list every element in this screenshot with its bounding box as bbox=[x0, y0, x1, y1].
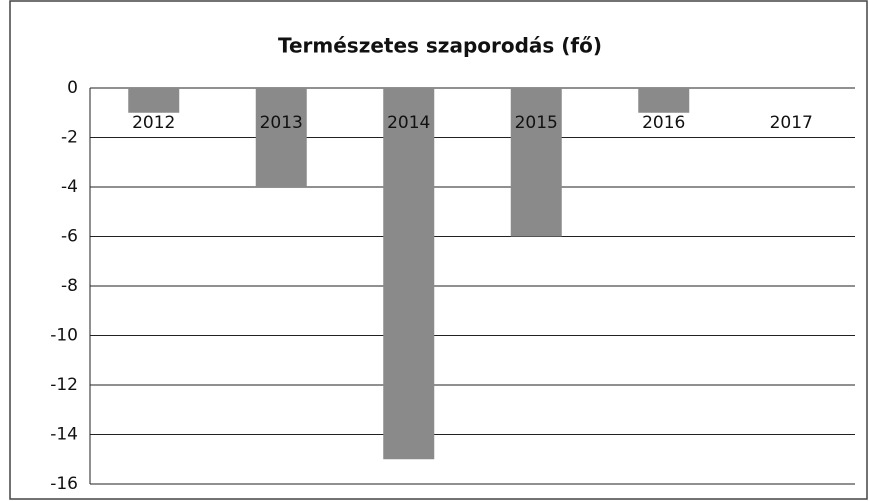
chart-frame bbox=[9, 0, 868, 500]
bar bbox=[638, 88, 690, 113]
y-tick-label: -12 bbox=[50, 375, 78, 395]
x-tick-label: 2015 bbox=[515, 113, 558, 133]
x-tick-label: 2017 bbox=[770, 113, 813, 133]
y-tick-label: -2 bbox=[61, 128, 78, 148]
x-tick-label: 2012 bbox=[132, 113, 175, 133]
y-tick-label: 0 bbox=[67, 78, 78, 98]
y-tick-label: -10 bbox=[50, 326, 78, 346]
y-tick-label: -14 bbox=[50, 425, 78, 445]
chart-title: Természetes szaporodás (fő) bbox=[278, 34, 602, 58]
bar bbox=[128, 88, 180, 113]
bar bbox=[510, 88, 562, 237]
y-tick-label: -16 bbox=[50, 474, 78, 494]
y-tick-label: -8 bbox=[61, 276, 78, 296]
x-tick-label: 2013 bbox=[260, 113, 303, 133]
x-tick-label: 2016 bbox=[642, 113, 685, 133]
y-tick-label: -4 bbox=[61, 177, 78, 197]
bar bbox=[255, 88, 307, 187]
bar bbox=[383, 88, 435, 460]
y-tick-label: -6 bbox=[61, 227, 78, 247]
x-tick-label: 2014 bbox=[387, 113, 430, 133]
